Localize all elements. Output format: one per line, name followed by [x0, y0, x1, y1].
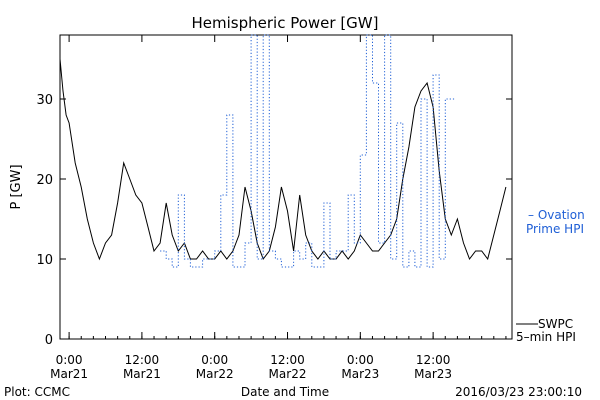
- plot-frame: [59, 34, 513, 340]
- x-tick-label-date: Mar23: [341, 367, 379, 381]
- x-axis-label: Date and Time: [241, 385, 329, 399]
- legend-label-swpc: SWPC: [538, 317, 573, 331]
- y-axis-label: P [GW]: [9, 164, 24, 209]
- x-tick-label-date: Mar21: [123, 367, 161, 381]
- chart-title: Hemispheric Power [GW]: [192, 14, 379, 32]
- x-tick-label-date: Mar23: [414, 367, 452, 381]
- x-axis: 0:00Mar2112:00Mar210:00Mar2212:00Mar220:…: [50, 35, 507, 381]
- legend-label-swpc-line2: 5–min HPI: [516, 330, 576, 344]
- x-tick-label-time: 0:00: [347, 353, 374, 367]
- y-tick-label: 0: [45, 333, 53, 348]
- x-tick-label-date: Mar22: [269, 367, 307, 381]
- x-tick-label-time: 12:00: [270, 353, 305, 367]
- x-tick-label-date: Mar21: [50, 367, 88, 381]
- plot-credit: Plot: CCMC: [4, 385, 70, 399]
- series-line-ovation-prime: [160, 34, 456, 268]
- legend-label-ovation-line2: Prime HPI: [526, 222, 584, 236]
- y-tick-label: 10: [36, 253, 53, 268]
- legend-label-ovation: – Ovation: [528, 208, 585, 222]
- y-tick-label: 30: [36, 93, 53, 108]
- x-tick-label-date: Mar22: [196, 367, 234, 381]
- series-layer: [59, 34, 507, 268]
- x-tick-label-time: 12:00: [125, 353, 160, 367]
- x-tick-label-time: 12:00: [416, 353, 451, 367]
- y-axis: 0 10 20 30: [36, 93, 512, 348]
- x-tick-label-time: 0:00: [201, 353, 228, 367]
- x-tick-label-time: 0:00: [56, 353, 83, 367]
- y-tick-label: 20: [36, 173, 53, 188]
- series-line-swpc-hpi: [59, 58, 507, 261]
- plot-timestamp: 2016/03/23 23:00:10: [455, 385, 582, 399]
